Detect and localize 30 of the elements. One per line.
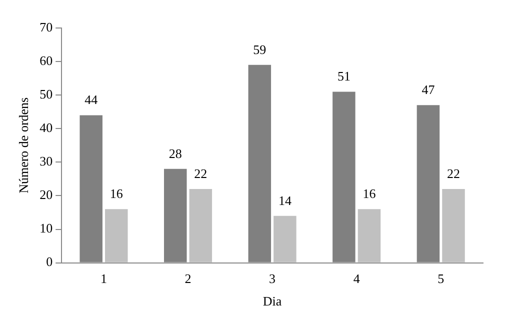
x-tick-label: 5: [438, 271, 444, 286]
data-label: 16: [110, 186, 124, 202]
data-label: 59: [253, 42, 266, 57]
x-tick-label: 3: [269, 271, 276, 286]
data-label: 14: [278, 192, 292, 208]
y-tick-label: 10: [40, 220, 53, 236]
bar: [358, 209, 381, 262]
y-tick-label: 60: [40, 52, 53, 68]
bar: [105, 209, 128, 262]
data-label: 28: [168, 146, 182, 161]
y-tick-label: 0: [46, 254, 53, 270]
bar: [274, 216, 296, 262]
y-tick-label: 70: [40, 19, 53, 34]
data-label: 47: [422, 82, 436, 98]
x-tick-label: 2: [184, 271, 192, 286]
y-tick-label: 30: [40, 154, 53, 169]
bar: [189, 189, 212, 262]
y-tick-label: 20: [40, 187, 53, 202]
bar: [442, 189, 465, 262]
x-axis-title: Dia: [262, 294, 282, 309]
x-tick-label: 4: [353, 271, 360, 286]
y-tick-label: 50: [40, 86, 53, 102]
data-label: 44: [84, 92, 98, 108]
data-label: 22: [447, 166, 460, 181]
data-label: 51: [337, 68, 350, 84]
y-axis-title: Número de ordens: [16, 97, 32, 194]
x-tick-label: 1: [100, 271, 107, 286]
y-tick-label: 40: [40, 120, 53, 136]
data-label: 22: [194, 166, 208, 181]
data-label: 16: [362, 186, 376, 202]
